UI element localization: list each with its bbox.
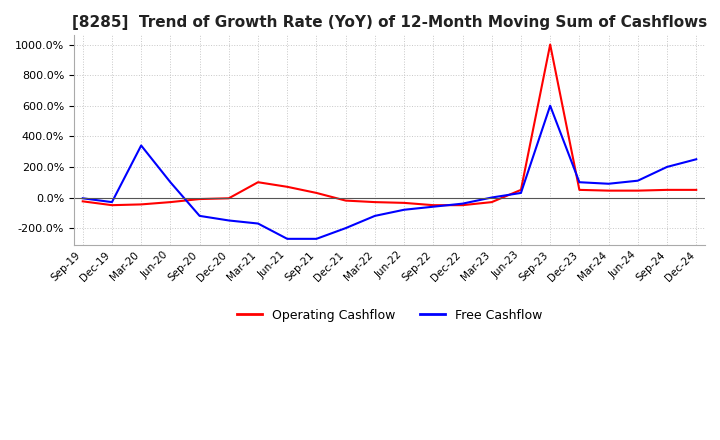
Line: Operating Cashflow: Operating Cashflow [83,44,696,205]
Free Cashflow [341,225,350,231]
Free Cashflow [166,180,175,185]
Operating Cashflow [546,42,554,47]
Operating Cashflow [341,198,350,203]
Free Cashflow [225,218,233,223]
Title: [8285]  Trend of Growth Rate (YoY) of 12-Month Moving Sum of Cashflows: [8285] Trend of Growth Rate (YoY) of 12-… [72,15,707,30]
Operating Cashflow [166,199,175,205]
Operating Cashflow [312,190,321,195]
Free Cashflow [371,213,379,219]
Operating Cashflow [662,187,671,193]
Free Cashflow [517,190,526,195]
Free Cashflow [283,236,292,242]
Free Cashflow [78,196,87,201]
Operating Cashflow [692,187,701,193]
Free Cashflow [137,143,145,148]
Free Cashflow [195,213,204,219]
Free Cashflow [400,207,408,213]
Operating Cashflow [634,188,642,193]
Legend: Operating Cashflow, Free Cashflow: Operating Cashflow, Free Cashflow [232,304,547,327]
Free Cashflow [546,103,554,108]
Operating Cashflow [195,196,204,202]
Free Cashflow [662,164,671,169]
Operating Cashflow [575,187,584,193]
Free Cashflow [634,178,642,183]
Operating Cashflow [458,202,467,208]
Free Cashflow [107,199,116,205]
Operating Cashflow [487,199,496,205]
Operating Cashflow [137,202,145,207]
Free Cashflow [312,236,321,242]
Free Cashflow [253,221,262,226]
Line: Free Cashflow: Free Cashflow [83,106,696,239]
Operating Cashflow [253,180,262,185]
Free Cashflow [487,195,496,200]
Operating Cashflow [225,196,233,201]
Operating Cashflow [371,199,379,205]
Free Cashflow [575,180,584,185]
Operating Cashflow [400,200,408,205]
Free Cashflow [692,157,701,162]
Free Cashflow [429,204,438,209]
Free Cashflow [604,181,613,187]
Operating Cashflow [604,188,613,193]
Operating Cashflow [517,187,526,193]
Operating Cashflow [429,202,438,208]
Operating Cashflow [283,184,292,190]
Operating Cashflow [107,202,116,208]
Free Cashflow [458,201,467,206]
Operating Cashflow [78,199,87,204]
